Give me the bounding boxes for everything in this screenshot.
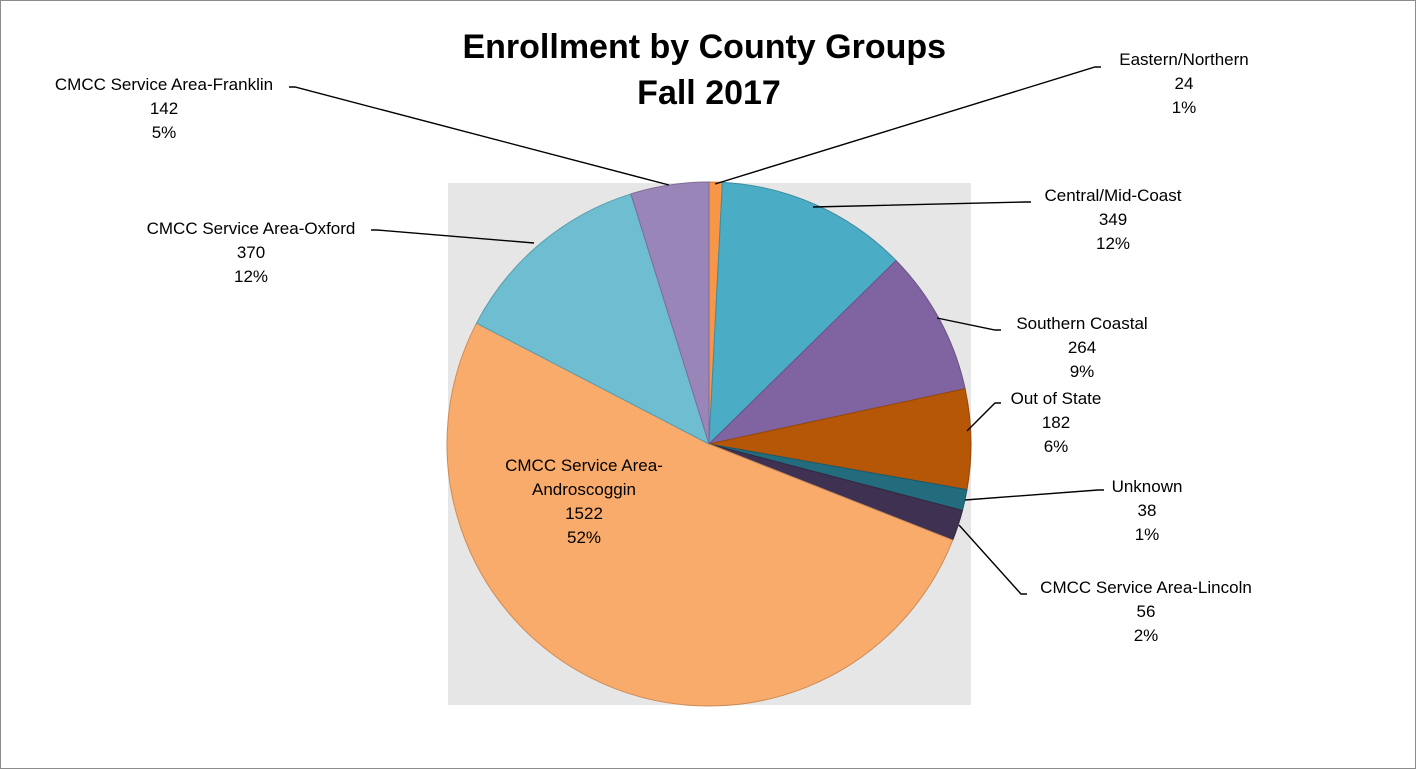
data-label-7-line-4: 52% bbox=[567, 528, 601, 547]
data-label-9-line-3: 5% bbox=[152, 123, 177, 142]
leader-line-3 bbox=[936, 317, 1001, 331]
data-label-2-line-2: 349 bbox=[1099, 210, 1127, 229]
data-label-6: CMCC Service Area-Lincoln 56 2% bbox=[1040, 578, 1252, 645]
data-label-5-line-1: Unknown bbox=[1112, 477, 1183, 496]
pie-slice-2 bbox=[708, 181, 897, 446]
pie-slice-9 bbox=[630, 181, 710, 445]
leader-line-5 bbox=[964, 489, 1104, 501]
data-label-3: Southern Coastal 264 9% bbox=[1016, 314, 1147, 381]
data-label-6-line-2: 56 bbox=[1137, 602, 1156, 621]
data-label-8-line-2: 370 bbox=[237, 243, 265, 262]
data-label-4-line-2: 182 bbox=[1042, 413, 1070, 432]
data-label-2-line-3: 12% bbox=[1096, 234, 1130, 253]
chart-title-line-2: Fall 2017 bbox=[637, 74, 781, 112]
leader-lines-layer bbox=[289, 66, 1104, 595]
data-label-2: Central/Mid-Coast 349 12% bbox=[1045, 186, 1182, 253]
slices-layer bbox=[446, 181, 972, 707]
data-label-6-line-3: 2% bbox=[1134, 626, 1159, 645]
data-label-1: Eastern/Northern 24 1% bbox=[1119, 50, 1248, 117]
data-label-4: Out of State 182 6% bbox=[1011, 389, 1102, 456]
leader-line-1 bbox=[714, 66, 1101, 185]
data-label-7: CMCC Service Area- Androscoggin 1522 52% bbox=[505, 456, 663, 547]
pie-slice-3 bbox=[707, 259, 966, 445]
data-label-7-line-2: Androscoggin bbox=[532, 480, 636, 499]
data-label-2-line-1: Central/Mid-Coast bbox=[1045, 186, 1182, 205]
chart-title: Enrollment by County Groups Fall 2017 bbox=[462, 28, 955, 112]
leader-line-6 bbox=[958, 524, 1027, 595]
chart-title-line-1: Enrollment by County Groups bbox=[462, 28, 946, 66]
leader-line-8 bbox=[371, 229, 535, 244]
data-label-5-line-2: 38 bbox=[1138, 501, 1157, 520]
data-label-4-line-1: Out of State bbox=[1011, 389, 1102, 408]
data-label-3-line-2: 264 bbox=[1068, 338, 1096, 357]
data-label-1-line-1: Eastern/Northern bbox=[1119, 50, 1248, 69]
data-label-5: Unknown 38 1% bbox=[1112, 477, 1183, 544]
data-label-3-line-1: Southern Coastal bbox=[1016, 314, 1147, 333]
data-label-5-line-3: 1% bbox=[1135, 525, 1160, 544]
data-label-9-line-2: 142 bbox=[150, 99, 178, 118]
data-labels-layer: Eastern/Northern 24 1% Central/Mid-Coast 349… bbox=[55, 50, 1252, 645]
leader-line-9 bbox=[289, 86, 670, 186]
data-label-9: CMCC Service Area-Franklin 142 5% bbox=[55, 75, 273, 142]
leader-line-2 bbox=[812, 201, 1031, 208]
data-label-7-line-1: CMCC Service Area- bbox=[505, 456, 663, 475]
leader-line-4 bbox=[966, 402, 1001, 432]
data-label-7-line-3: 1522 bbox=[565, 504, 603, 523]
data-label-8-line-3: 12% bbox=[234, 267, 268, 286]
data-label-3-line-3: 9% bbox=[1070, 362, 1095, 381]
data-label-8-line-1: CMCC Service Area-Oxford bbox=[147, 219, 356, 238]
data-label-1-line-3: 1% bbox=[1172, 98, 1197, 117]
data-label-8: CMCC Service Area-Oxford 370 12% bbox=[147, 219, 356, 286]
pie-slice-7 bbox=[446, 322, 954, 707]
data-label-4-line-3: 6% bbox=[1044, 437, 1069, 456]
data-label-1-line-2: 24 bbox=[1175, 74, 1194, 93]
pie-slice-8 bbox=[475, 193, 710, 445]
data-label-9-line-1: CMCC Service Area-Franklin bbox=[55, 75, 273, 94]
data-label-6-line-1: CMCC Service Area-Lincoln bbox=[1040, 578, 1252, 597]
